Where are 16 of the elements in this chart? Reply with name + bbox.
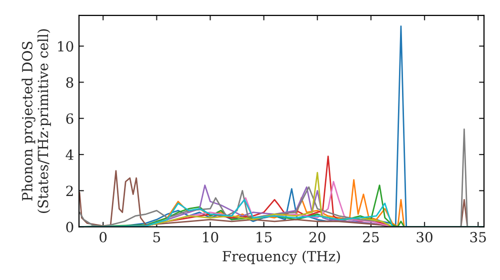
x-tick-label: 15 xyxy=(256,232,272,242)
x-tick-label: 25 xyxy=(363,232,379,242)
y-tick-label: 0 xyxy=(66,222,74,232)
y-tick-label: 8 xyxy=(66,77,74,88)
x-tick-label: 0 xyxy=(100,232,107,242)
x-tick-label: 30 xyxy=(416,232,432,242)
x-tick-label: 10 xyxy=(203,232,218,242)
y-axis-title: Phonon projected DOS (States/THz·primitive cell) xyxy=(22,29,51,213)
y-tick-label: 4 xyxy=(66,149,74,160)
y-tick-label: 2 xyxy=(66,186,73,196)
y-tick-label: 10 xyxy=(58,41,74,52)
x-tick-label: 35 xyxy=(470,232,486,242)
x-tick-label: 5 xyxy=(153,232,160,242)
y-tick-label: 6 xyxy=(66,113,74,124)
x-tick-label: 20 xyxy=(310,232,326,242)
x-axis-title: Frequency (THz) xyxy=(222,250,340,264)
